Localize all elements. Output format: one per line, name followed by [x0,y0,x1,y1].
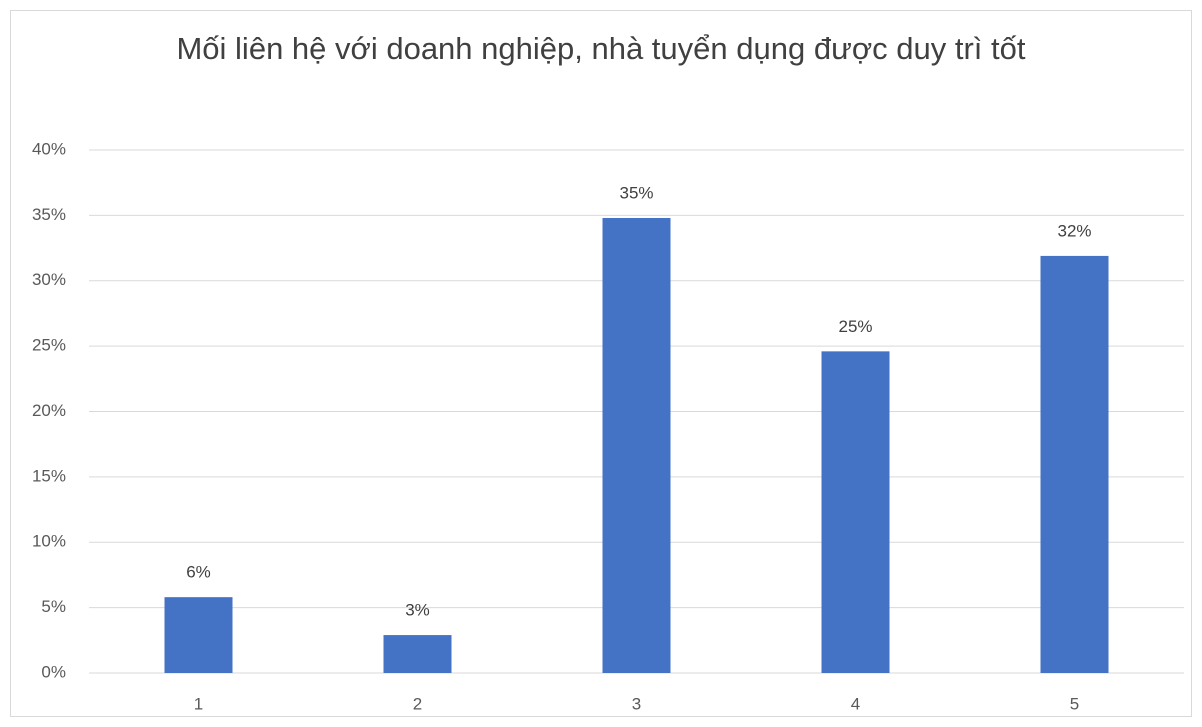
y-tick-label: 5% [41,597,66,616]
y-tick-label: 10% [32,532,66,551]
bar [821,351,890,673]
data-label: 25% [838,317,872,336]
y-tick-label: 20% [32,401,66,420]
bar [602,217,671,674]
x-tick-label: 4 [851,694,860,713]
bar [164,597,233,673]
data-label: 35% [619,183,653,202]
y-tick-label: 30% [32,270,66,289]
x-tick-label: 1 [194,694,203,713]
y-tick-label: 35% [32,205,66,224]
chart-title: Mối liên hệ với doanh nghiệp, nhà tuyển … [176,31,1026,66]
bar [1040,255,1109,673]
data-label: 3% [405,601,430,620]
chart-border [10,10,1192,717]
y-tick-label: 15% [32,466,66,485]
data-label: 6% [186,563,211,582]
bar [383,635,452,673]
y-tick-label: 25% [32,336,66,355]
x-tick-label: 5 [1070,694,1079,713]
y-tick-label: 40% [32,139,66,158]
y-tick-label: 0% [41,662,66,681]
data-label: 32% [1057,221,1091,240]
x-tick-label: 2 [413,694,422,713]
x-tick-label: 3 [632,694,641,713]
